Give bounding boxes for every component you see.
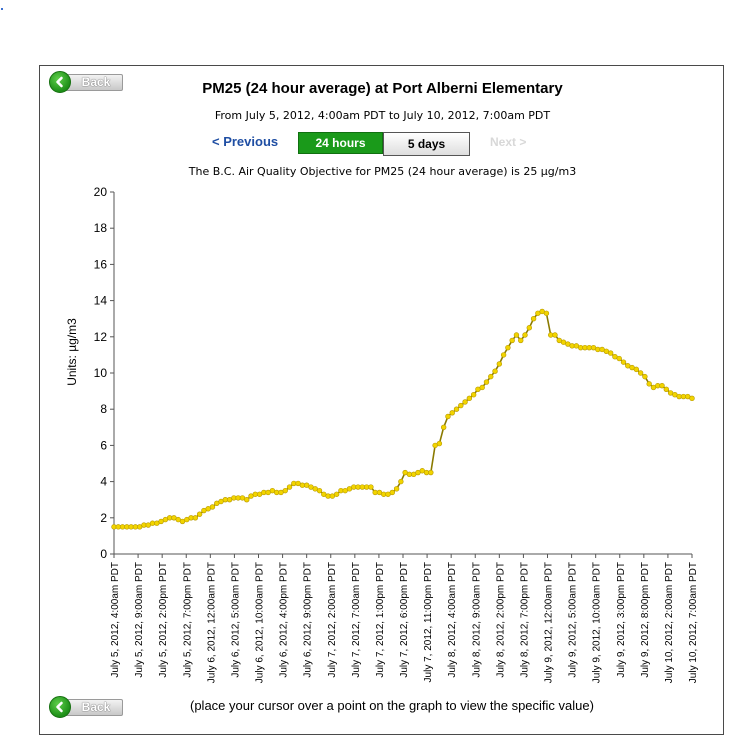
tab-24-hours[interactable]: 24 hours [298,132,383,154]
back-label: Back [63,698,123,716]
hover-hint: (place your cursor over a point on the g… [190,698,594,713]
back-arrow-icon [49,71,71,93]
tab-5-days[interactable]: 5 days [383,132,470,156]
back-button-bottom[interactable]: Back [49,696,123,718]
corner-dot [1,8,3,10]
page-title: PM25 (24 hour average) at Port Alberni E… [202,80,563,97]
date-range-subtitle: From July 5, 2012, 4:00am PDT to July 10… [214,109,551,122]
objective-note: The B.C. Air Quality Objective for PM25 … [188,165,577,178]
period-nav: < Previous 24 hours 5 days Next > [0,131,734,156]
previous-link[interactable]: < Previous [212,134,279,149]
back-button-top[interactable]: Back [49,71,123,93]
next-link: Next > [490,135,527,149]
back-arrow-icon [49,696,71,718]
